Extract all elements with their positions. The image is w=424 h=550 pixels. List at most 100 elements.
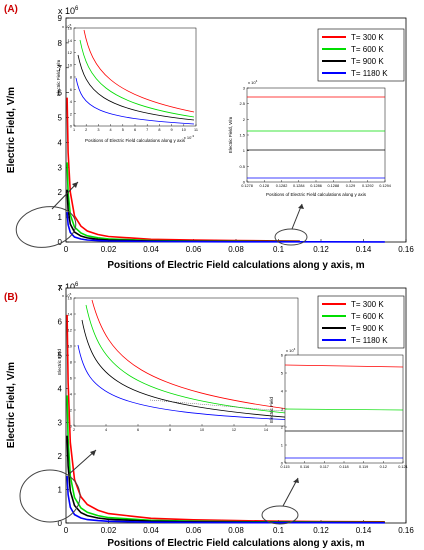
ytick-label: 6 xyxy=(58,318,63,327)
inset-ytick-label: 12 xyxy=(68,50,73,55)
ytick-label: 6 xyxy=(58,89,63,98)
inset-xtick-label: 6 xyxy=(134,128,136,132)
inset-xtick-label: 0.12 xyxy=(380,465,387,469)
xtick-label: 0.02 xyxy=(101,526,117,535)
inset-ytick-label: 12 xyxy=(68,328,73,333)
inset-xtick-label: 8 xyxy=(169,428,171,432)
panel-a-inset-left-xlabel: Positions of Electric Field calculations… xyxy=(85,138,186,143)
inset-ytick-label: 8 xyxy=(70,360,73,365)
ytick-label: 0 xyxy=(58,238,63,247)
ytick-label: 8 xyxy=(58,39,63,48)
inset-ytick-label: 2 xyxy=(281,425,284,430)
ytick-label: 7 xyxy=(58,64,63,73)
inset-xtick-label: 12 xyxy=(232,428,236,432)
inset-xtick-label: 10 xyxy=(200,428,204,432)
inset-ytick-label: 4 xyxy=(70,392,73,397)
inset-xtick-label: 6 xyxy=(137,428,139,432)
inset-ytick-label: 0 xyxy=(70,124,73,129)
xtick-label: 0.1 xyxy=(273,245,285,254)
ytick-label: 3 xyxy=(58,418,63,427)
svg-text:x 104: x 104 xyxy=(286,347,296,353)
inset-ytick-label: 8 xyxy=(70,75,73,80)
inset-ytick-label: 4 xyxy=(70,99,73,104)
inset-xtick-label: 0.1294 xyxy=(379,184,391,188)
inset-xtick-label: 0.121 xyxy=(398,465,408,469)
inset-ytick-label: 2 xyxy=(70,408,73,413)
panel-b-arrow-left xyxy=(67,449,97,476)
ytick-label: 0 xyxy=(58,519,63,528)
inset-ytick-label: 4 xyxy=(281,389,284,394)
svg-text:x 105: x 105 xyxy=(62,23,72,29)
inset-xtick-label: 0.118 xyxy=(339,465,348,469)
panel-a-inset-left-xticks: 1 2 3 4 5 6 7 8 9 10 11 xyxy=(73,124,198,132)
inset-ytick-label: 6 xyxy=(281,353,284,358)
panel-a-inset-right-yticks: 0 0.5 1 1.5 2 2.5 3 xyxy=(239,86,249,185)
inset-ytick-label: 1 xyxy=(281,443,284,448)
inset-ytick-label: 3 xyxy=(243,86,246,91)
legend-label-900: T= 900 K xyxy=(351,57,384,66)
panel-a-inset-left-yticks: 0 2 4 6 8 10 12 14 16 xyxy=(68,26,76,129)
xtick-label: 0.14 xyxy=(356,526,372,535)
inset-xtick-label: 0.129 xyxy=(346,184,356,188)
inset-xtick-label: 0.1278 xyxy=(241,184,253,188)
inset-xtick-label: 0.119 xyxy=(359,465,368,469)
xtick-label: 0.08 xyxy=(228,245,244,254)
xtick-label: 0.04 xyxy=(143,526,159,535)
inset-ytick-label: 0.5 xyxy=(239,164,245,169)
panel-a-inset-right: 00.511.522.53 0.1278 0.128 0.1282 0.1284 0.1… xyxy=(228,79,391,197)
inset-xtick-label: 0.128 xyxy=(259,184,269,188)
xtick-label: 0.02 xyxy=(101,245,117,254)
panel-b-exponent: x 106 xyxy=(58,282,79,292)
legend-label-300: T= 300 K xyxy=(351,300,384,309)
panel-a-legend: T= 300 K T= 600 K T= 900 K T= 1180 K xyxy=(317,28,405,82)
xtick-label: 0.06 xyxy=(186,245,202,254)
ytick-label: 5 xyxy=(58,114,63,123)
legend-label-1180: T= 1180 K xyxy=(351,336,388,345)
ytick-label: 1 xyxy=(58,213,63,222)
inset-ytick-label: 16 xyxy=(68,26,73,31)
panel-a-zoom-ellipse-left xyxy=(15,206,77,248)
inset-xtick-label: 8 xyxy=(158,128,160,132)
inset-ytick-label: 5 xyxy=(281,371,284,376)
ytick-label: 4 xyxy=(58,138,63,147)
panel-a-inset-right-xticks: 0.1278 0.128 0.1282 0.1284 0.1286 0.1288 0.129… xyxy=(241,180,391,188)
inset-ytick-label: 3 xyxy=(281,407,284,412)
inset-ytick-label: 10 xyxy=(68,62,73,67)
inset-xtick-label: 3 xyxy=(97,128,99,132)
ytick-label: 9 xyxy=(58,14,63,23)
inset-xtick-label: 0.1288 xyxy=(327,184,339,188)
panel-b-zoom-ellipse-right xyxy=(261,505,299,525)
xtick-label: 0.12 xyxy=(313,526,329,535)
inset-ytick-label: 2.5 xyxy=(239,101,245,106)
panel-a-zoom-ellipse-right xyxy=(274,228,308,246)
inset-ytick-label: 0 xyxy=(243,180,246,185)
panel-a-inset-right-xlabel: Positions of Electric Field calculations… xyxy=(266,192,367,197)
inset-xtick-label: 0.116 xyxy=(300,465,309,469)
inset-ytick-label: 14 xyxy=(68,38,73,43)
xtick-label: 0.08 xyxy=(228,526,244,535)
inset-xtick-label: 0.1286 xyxy=(310,184,322,188)
inset-xtick-label: 0.1292 xyxy=(362,184,374,188)
inset-ytick-label: 1.5 xyxy=(239,133,245,138)
xtick-label: 0.16 xyxy=(398,526,414,535)
inset-ytick-label: 1 xyxy=(243,148,246,153)
legend-label-300: T= 300 K xyxy=(351,33,384,42)
inset-xtick-label: 9 xyxy=(171,128,173,132)
inset-xtick-label: 1 xyxy=(73,128,75,132)
inset-ytick-label: 0 xyxy=(70,424,73,429)
inset-ytick-label: 2 xyxy=(243,117,246,122)
legend-label-900: T= 900 K xyxy=(351,324,384,333)
panel-b-zoom-ellipse-left xyxy=(19,469,81,523)
panel-a-inset-right-ylabel: Electric Field, V/m xyxy=(228,117,233,154)
inset-ytick-label: 10 xyxy=(68,344,73,349)
xtick-label: 0 xyxy=(64,526,69,535)
panel-a-ylabel: Electric Field, V/m xyxy=(6,87,17,173)
inset-xtick-label: 2 xyxy=(85,128,87,132)
panel-a-inset-left-ylabel: Electric Field, V/m xyxy=(56,60,61,97)
inset-xtick-label: 14 xyxy=(264,428,268,432)
inset-xtick-label: 0.1284 xyxy=(293,184,305,188)
